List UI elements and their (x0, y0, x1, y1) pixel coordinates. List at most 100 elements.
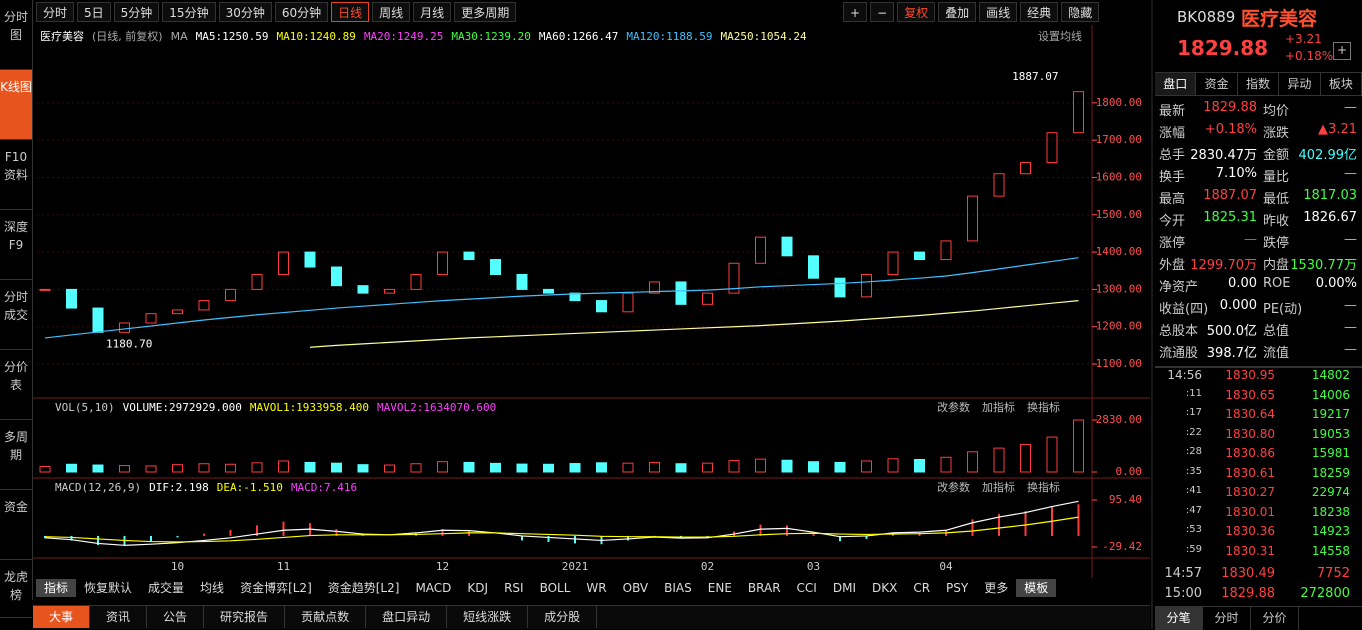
bottom-tab[interactable]: 盘口异动 (366, 606, 448, 628)
y-tick-label: 1200.00 (1096, 320, 1142, 333)
bottom-tab[interactable]: 成分股 (528, 606, 598, 628)
period-button[interactable]: 30分钟 (218, 2, 272, 22)
indicator-tab[interactable]: BOLL (539, 581, 571, 595)
tool-button[interactable]: 隐藏 (1061, 2, 1100, 22)
sidebar-item[interactable]: 分价表 (0, 350, 32, 420)
indicator-tab[interactable]: PSY (946, 581, 969, 595)
period-button[interactable]: 5日 (77, 2, 111, 22)
quote-bottom-tab[interactable]: 分笔 (1155, 607, 1203, 630)
indicator-tab[interactable]: 指标 (36, 579, 77, 597)
candle (437, 251, 448, 275)
macd-bar (521, 535, 523, 541)
indicator-tab[interactable]: DKX (871, 581, 898, 595)
indicator-tab[interactable]: CCI (796, 581, 817, 595)
change: +3.21 (1285, 32, 1322, 46)
quote-tab[interactable]: 盘口 (1155, 73, 1197, 95)
period-button[interactable]: 更多周期 (454, 2, 517, 22)
quote-tab[interactable]: 异动 (1279, 73, 1321, 95)
indicator-tab[interactable]: KDJ (467, 581, 489, 595)
bottom-tab[interactable]: 公告 (147, 606, 205, 628)
sidebar-item[interactable]: F10资料 (0, 140, 32, 210)
tool-button[interactable]: 经典 (1020, 2, 1059, 22)
sidebar-item[interactable]: K线图 (0, 70, 32, 140)
legend-item: MAVOL2:1634070.600 (377, 401, 496, 414)
sidebar-item[interactable]: 龙虎榜 (0, 560, 32, 618)
volume-bar (675, 463, 687, 473)
period-button[interactable]: 月线 (413, 2, 452, 22)
bottom-tab[interactable]: 短线涨跌 (447, 606, 529, 628)
tool-button[interactable]: 画线 (979, 2, 1018, 22)
trade-time: 15:00 (1164, 586, 1202, 601)
candle (251, 273, 263, 290)
candle (1073, 91, 1084, 134)
panel-button: 换指标 (1027, 400, 1060, 414)
candle (993, 173, 1005, 197)
bottom-tab[interactable]: 大事 (33, 606, 91, 628)
period-toolbar: 分时 5日 5分钟 15分钟 30分钟 60分钟 日线 周线 月线 更多周期 (36, 2, 519, 22)
quote-tab[interactable]: 板块 (1321, 73, 1362, 95)
bottom-tab[interactable]: 贡献点数 (285, 606, 367, 628)
indicator-tab[interactable]: 恢复默认 (84, 581, 133, 595)
period-button[interactable]: 日线 (331, 2, 370, 22)
trade-volume: 14006 (1311, 387, 1350, 402)
quote-label: PE(动) (1263, 302, 1303, 317)
indicator-tab[interactable]: DMI (832, 581, 856, 595)
add-button[interactable]: + (1333, 42, 1351, 60)
quote-label: 量比 (1263, 170, 1290, 185)
bottom-tab[interactable]: 研究报告 (204, 606, 286, 628)
quote-bottom-tab[interactable]: 分价 (1251, 607, 1299, 630)
period-button[interactable]: 周线 (372, 2, 411, 22)
indicator-tab[interactable]: ENE (707, 581, 732, 595)
indicator-tab[interactable]: 更多 (984, 581, 1009, 595)
trade-time: :28 (1185, 446, 1202, 457)
indicator-tab[interactable]: 均线 (200, 581, 225, 595)
sidebar-item[interactable]: 多周期 (0, 420, 32, 490)
legend-item: DIF:2.198 (149, 481, 209, 494)
tool-button[interactable]: + (843, 2, 868, 22)
candle (702, 292, 713, 305)
sidebar-item[interactable]: 资金 (0, 490, 32, 560)
tool-button[interactable]: 复权 (897, 2, 936, 22)
quote-label: 流通股 (1159, 346, 1199, 361)
quote-value: — (1344, 232, 1357, 247)
panel-button: 加指标 (982, 400, 1015, 414)
period-button[interactable]: 15分钟 (162, 2, 216, 22)
volume-bar (993, 447, 1005, 473)
indicator-tab[interactable]: BIAS (664, 581, 692, 595)
indicator-tab[interactable]: 资金博弈[L2] (240, 581, 312, 595)
tool-button[interactable]: − (870, 2, 895, 22)
candle (887, 251, 899, 275)
trade-time: 14:56 (1167, 368, 1202, 382)
quote-value: 0.00 (1228, 276, 1257, 291)
quote-label: ROE (1263, 276, 1291, 291)
indicator-tab[interactable]: MACD (415, 581, 452, 595)
quote-bottom-tab[interactable]: 分时 (1203, 607, 1251, 630)
quote-value: +0.18% (1204, 122, 1257, 137)
quote-tab[interactable]: 资金 (1196, 73, 1238, 95)
sidebar-item[interactable]: 深度F9 (0, 210, 32, 280)
tool-button[interactable]: 叠加 (938, 2, 977, 22)
macd-bar (786, 525, 788, 536)
quote-label: 最低 (1263, 192, 1290, 207)
indicator-tab[interactable]: CR (913, 581, 931, 595)
indicator-tab[interactable]: WR (586, 581, 607, 595)
period-button[interactable]: 分时 (36, 2, 75, 22)
sidebar: 分时图 K线图 F10资料 深度F9 分时成交 分价表 多周期 资金 龙虎榜 (0, 0, 33, 618)
trade-time: :59 (1185, 543, 1202, 555)
trade-time: :53 (1185, 524, 1202, 535)
indicator-tab[interactable]: BRAR (747, 581, 781, 595)
legend-item: VOL(5,10) (55, 401, 115, 414)
indicator-tab[interactable]: OBV (622, 581, 649, 595)
quote-tab[interactable]: 指数 (1238, 73, 1280, 95)
indicator-tab[interactable]: 资金趋势[L2] (327, 581, 400, 595)
sidebar-item[interactable]: 分时图 (0, 0, 32, 70)
indicator-tab[interactable]: 模板 (1016, 579, 1057, 597)
name: 医疗美容 (1241, 8, 1318, 30)
period-button[interactable]: 5分钟 (113, 2, 160, 22)
indicator-tab[interactable]: RSI (504, 581, 524, 595)
indicator-tab[interactable]: 成交量 (148, 581, 185, 595)
trade-time: :17 (1185, 407, 1202, 418)
bottom-tab[interactable]: 资讯 (90, 606, 148, 628)
period-button[interactable]: 60分钟 (274, 2, 329, 22)
sidebar-item[interactable]: 分时成交 (0, 280, 32, 350)
